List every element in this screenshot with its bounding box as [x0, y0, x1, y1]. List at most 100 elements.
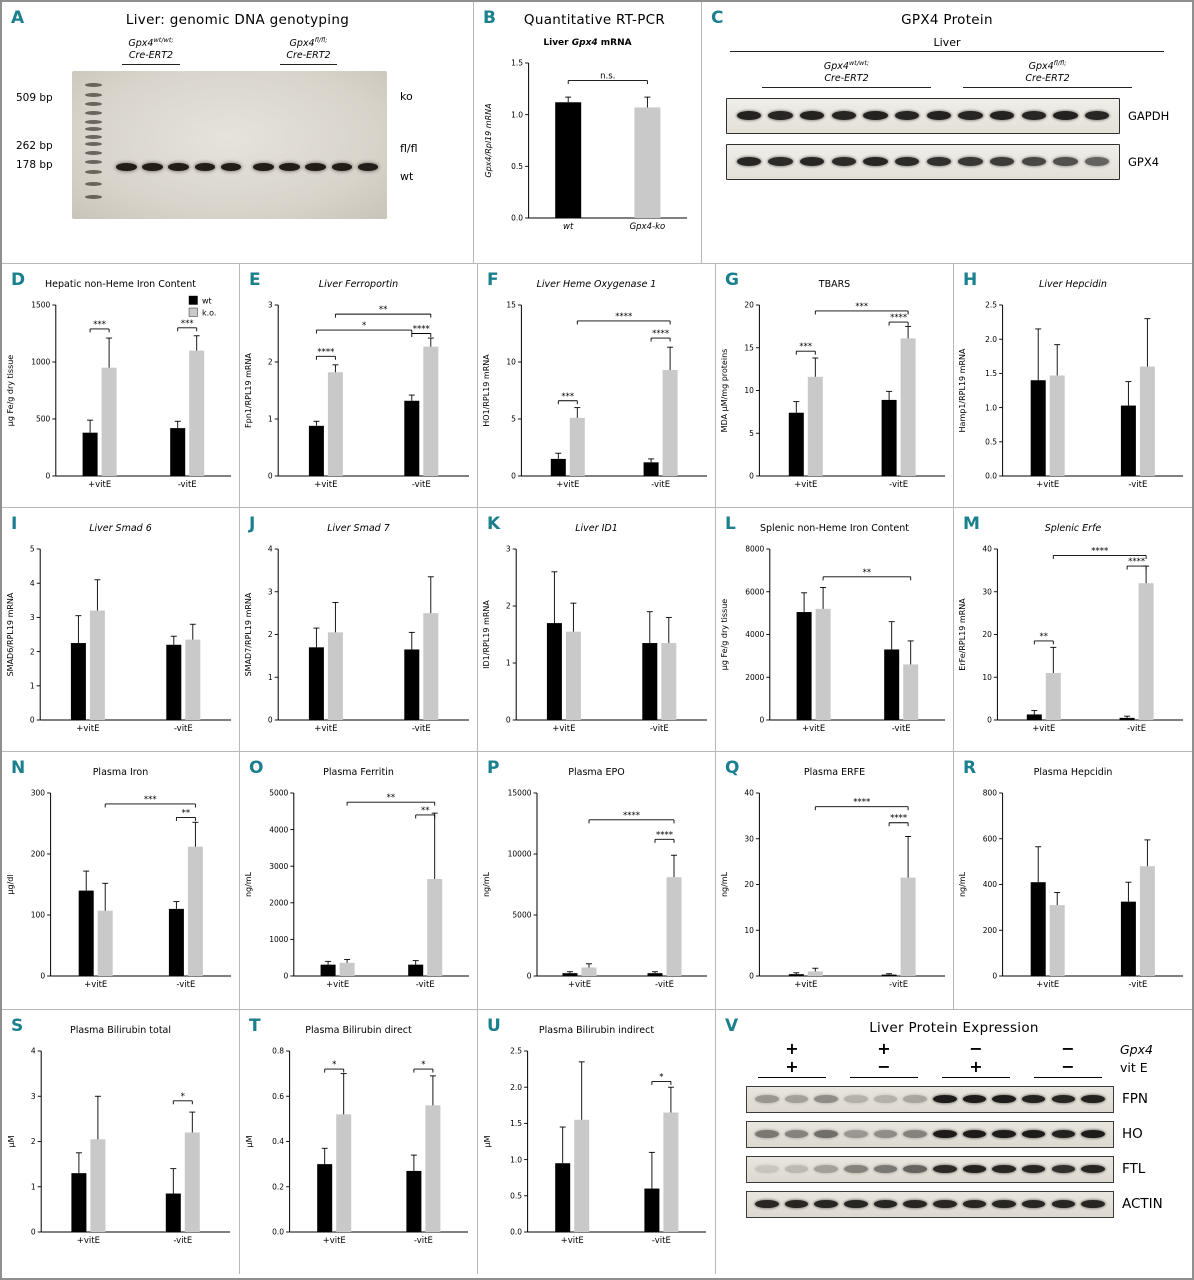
svg-text:****: ****	[652, 329, 669, 339]
panel-letter-F: F	[487, 270, 499, 290]
svg-text:****: ****	[656, 830, 673, 840]
chart-title-J: Liver Smad 7	[327, 523, 390, 534]
svg-text:0.4: 0.4	[272, 1137, 284, 1146]
svg-text:2000: 2000	[745, 673, 764, 682]
protein-band	[992, 1095, 1016, 1104]
svg-text:0: 0	[526, 972, 531, 981]
row-2: D Hepatic non-Heme Iron Content 0 500 1000…	[2, 264, 1192, 508]
panel-letter-G: G	[725, 270, 739, 290]
svg-text:10: 10	[982, 673, 992, 682]
genotype-label-wt: Gpx4wt/wt; Cre-ERT2	[122, 36, 180, 65]
protein-band	[903, 1200, 927, 1209]
svg-text:µg Fe/g dry tissue: µg Fe/g dry tissue	[6, 355, 15, 427]
protein-band	[1021, 1095, 1046, 1104]
band-label-ko: ko	[400, 89, 413, 103]
chart-H: 0.0 0.5 1.0 1.5 2.0 2.5 Hamp1/RPL19 mRNA +vitE -…	[954, 292, 1192, 494]
ladder-rung	[84, 127, 102, 132]
protein-band	[1021, 1130, 1046, 1139]
svg-text:-vitE: -vitE	[173, 1236, 192, 1246]
svg-text:***: ***	[93, 320, 106, 330]
svg-text:+vitE: +vitE	[76, 724, 99, 734]
chart-title-R: Plasma Hepcidin	[1033, 767, 1113, 778]
ladder-rung	[84, 82, 102, 87]
svg-text:2.5: 2.5	[985, 301, 997, 310]
svg-text:****: ****	[1128, 557, 1145, 567]
chart-U: 0.0 0.5 1.0 1.5 2.0 2.5 µM +vitE -vitE *	[478, 1038, 715, 1250]
protein-band	[873, 1165, 898, 1174]
svg-text:5: 5	[749, 429, 754, 438]
chart-title-D: Hepatic non-Heme Iron Content	[45, 279, 196, 290]
actin-blot	[746, 1190, 1114, 1218]
ho-blot	[746, 1120, 1114, 1148]
actin-label: ACTIN	[1122, 1196, 1163, 1213]
svg-text:HO1/RPL19 mRNA: HO1/RPL19 mRNA	[482, 354, 491, 427]
svg-text:6000: 6000	[745, 587, 764, 596]
protein-band	[784, 1095, 809, 1104]
panel-letter-T: T	[249, 1016, 261, 1036]
blot-row-ho: HO	[746, 1120, 1178, 1148]
protein-band	[814, 1200, 838, 1209]
svg-text:4000: 4000	[745, 630, 764, 639]
svg-text:SMAD7/RPL19 mRNA: SMAD7/RPL19 mRNA	[244, 592, 253, 676]
svg-text:Gpx4-ko: Gpx4-ko	[629, 222, 665, 232]
protein-band	[1021, 111, 1046, 121]
svg-text:0: 0	[987, 716, 992, 725]
chart-title-H: Liver Hepcidin	[1039, 279, 1107, 290]
svg-text:4000: 4000	[269, 825, 288, 834]
svg-text:+vitE: +vitE	[322, 1236, 345, 1246]
svg-text:10: 10	[744, 926, 754, 935]
svg-text:µg/dl: µg/dl	[6, 874, 15, 894]
svg-text:****: ****	[615, 312, 632, 322]
svg-text:**: **	[420, 806, 429, 816]
gpx4-signs-row: + + − − Gpx4	[746, 1039, 1178, 1058]
protein-band	[736, 157, 761, 167]
panel-C: C GPX4 Protein Liver Gpx4wt/wt; Cre-ERT2…	[702, 2, 1192, 263]
protein-band	[962, 1130, 987, 1139]
chart-J: 0 1 2 3 4 SMAD7/RPL19 mRNA +vitE -vitE	[240, 536, 477, 738]
panel-A-title: Liver: genomic DNA genotyping	[125, 12, 350, 28]
vite-sign-2: −	[877, 1057, 891, 1077]
panel-Q: Q Plasma ERFE 0 10 20 30 40 ng/mL +vitE -vitE **…	[716, 752, 954, 1009]
protein-band	[799, 111, 825, 121]
svg-text:0.8: 0.8	[272, 1047, 284, 1056]
chart-O: 0 1000 2000 3000 4000 5000 ng/mL +vitE -vitE ** **	[240, 780, 477, 994]
protein-band	[814, 1165, 838, 1174]
blot-group-labels: Gpx4wt/wt; Cre-ERT2 Gpx4fl/fl; Cre-ERT2	[702, 59, 1192, 88]
chart-title-E: Liver Ferroportin	[318, 279, 399, 290]
row-4: N Plasma Iron 0 100 200 300 µg/dl +vitE -vitE *…	[2, 752, 1192, 1010]
panel-letter-I: I	[11, 514, 18, 534]
svg-text:µg Fe/g dry tissue: µg Fe/g dry tissue	[720, 599, 729, 671]
svg-text:1: 1	[30, 1182, 35, 1191]
ladder-rung	[84, 181, 102, 186]
chart-P: 0 5000 10000 15000 ng/mL +vitE -vitE **** ****	[478, 780, 715, 994]
svg-text:-vitE: -vitE	[415, 980, 434, 990]
svg-text:1: 1	[505, 659, 510, 668]
panel-letter-N: N	[11, 758, 26, 778]
protein-band	[784, 1165, 809, 1174]
gel-band	[331, 162, 353, 171]
svg-text:0.0: 0.0	[985, 472, 997, 481]
ladder-rung	[84, 93, 102, 98]
svg-text:+vitE: +vitE	[560, 1236, 583, 1246]
panel-letter-J: J	[249, 514, 256, 534]
protein-band	[736, 111, 761, 121]
protein-band	[844, 1095, 868, 1104]
bar-chart-svg: 0.0 0.2 0.4 0.6 0.8 µM +vitE -vitE * *	[245, 1047, 468, 1246]
gpx4-sign-4: −	[1061, 1039, 1075, 1058]
svg-text:ng/mL: ng/mL	[244, 871, 253, 897]
svg-text:1: 1	[267, 415, 272, 424]
svg-text:ng/mL: ng/mL	[720, 871, 729, 897]
protein-band	[831, 157, 856, 167]
panel-S: S Plasma Bilirubin total 0 1 2 3 4 µM +vitE -vi…	[2, 1010, 240, 1274]
svg-text:**: **	[181, 808, 190, 818]
bp-label-178: 178 bp	[16, 158, 53, 171]
panel-M: M Splenic Erfe 0 10 20 30 40 ErFe/RPL19 mRNA +…	[954, 508, 1192, 751]
protein-band	[768, 111, 793, 121]
svg-text:0.0: 0.0	[272, 1228, 284, 1237]
panel-letter-O: O	[249, 758, 264, 778]
svg-text:1.0: 1.0	[511, 110, 523, 119]
gapdh-label: GAPDH	[1128, 108, 1170, 123]
chart-M: 0 10 20 30 40 ErFe/RPL19 mRNA +vitE -vitE ** ****…	[954, 536, 1192, 738]
svg-text:3: 3	[267, 587, 272, 596]
bar-chart-svg: 0 1 2 3 ID1/RPL19 mRNA +vitE -vitE	[482, 545, 707, 734]
